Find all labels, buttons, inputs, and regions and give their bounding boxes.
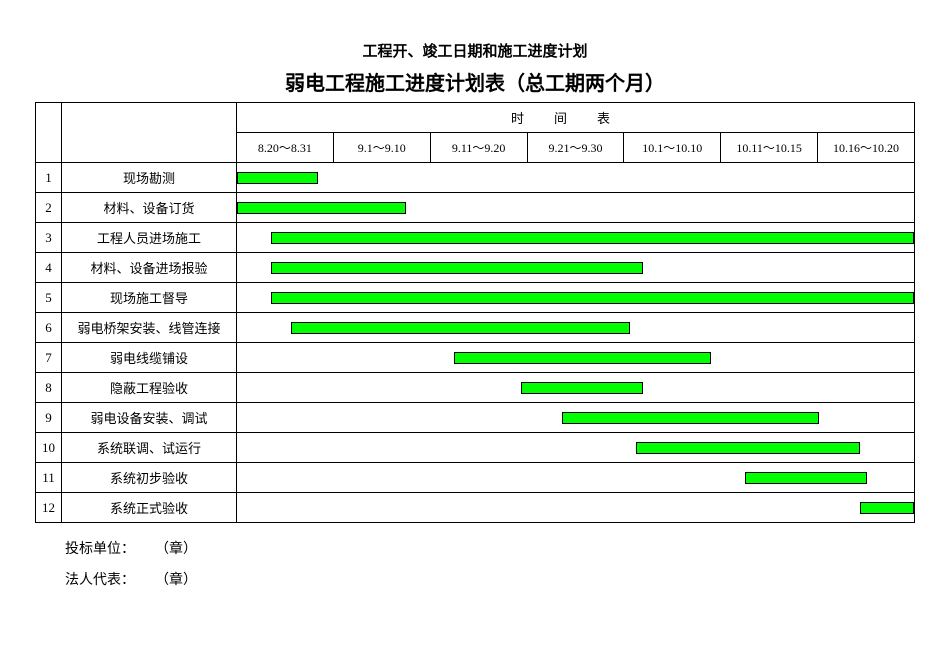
date-col-0: 8.20～8.31: [237, 133, 334, 163]
row-name: 弱电线缆铺设: [62, 343, 237, 373]
gantt-cell: [237, 223, 915, 253]
row-num: 11: [36, 463, 62, 493]
gantt-wrap: [237, 163, 914, 192]
row-num: 7: [36, 343, 62, 373]
table-row: 11系统初步验收: [36, 463, 915, 493]
row-name: 工程人员进场施工: [62, 223, 237, 253]
gantt-bar: [745, 472, 867, 484]
gantt-wrap: [237, 313, 914, 342]
table-row: 8隐蔽工程验收: [36, 373, 915, 403]
table-row: 3工程人员进场施工: [36, 223, 915, 253]
date-col-1: 9.1～9.10: [333, 133, 430, 163]
row-num: 8: [36, 373, 62, 403]
gantt-bar: [237, 172, 318, 184]
row-name: 材料、设备订货: [62, 193, 237, 223]
gantt-wrap: [237, 463, 914, 492]
table-row: 4材料、设备进场报验: [36, 253, 915, 283]
row-name: 现场施工督导: [62, 283, 237, 313]
table-row: 1现场勘测: [36, 163, 915, 193]
row-num: 4: [36, 253, 62, 283]
gantt-wrap: [237, 193, 914, 222]
row-num: 5: [36, 283, 62, 313]
gantt-bar: [562, 412, 819, 424]
row-num: 10: [36, 433, 62, 463]
gantt-wrap: [237, 373, 914, 402]
row-num: 12: [36, 493, 62, 523]
gantt-bar: [271, 262, 643, 274]
gantt-table: 时间表 8.20～8.31 9.1～9.10 9.11～9.20 9.21～9.…: [35, 102, 915, 523]
table-row: 10系统联调、试运行: [36, 433, 915, 463]
date-col-2: 9.11～9.20: [430, 133, 527, 163]
table-row: 6弱电桥架安装、线管连接: [36, 313, 915, 343]
gantt-bar: [271, 232, 914, 244]
gantt-bar: [454, 352, 711, 364]
bid-unit-label: 投标单位：: [65, 535, 135, 566]
gantt-wrap: [237, 223, 914, 252]
page-title-1: 工程开、竣工日期和施工进度计划: [35, 40, 915, 61]
row-num: 6: [36, 313, 62, 343]
gantt-cell: [237, 433, 915, 463]
gantt-cell: [237, 163, 915, 193]
gantt-cell: [237, 193, 915, 223]
legal-rep-label: 法人代表：: [65, 566, 135, 597]
page-title-2: 弱电工程施工进度计划表（总工期两个月）: [35, 67, 915, 96]
row-num: 1: [36, 163, 62, 193]
row-num: 2: [36, 193, 62, 223]
gantt-wrap: [237, 343, 914, 372]
gantt-cell: [237, 403, 915, 433]
gantt-bar: [860, 502, 914, 514]
header-timeline: 时间表: [237, 103, 915, 133]
table-row: 7弱电线缆铺设: [36, 343, 915, 373]
row-name: 系统初步验收: [62, 463, 237, 493]
gantt-cell: [237, 343, 915, 373]
gantt-wrap: [237, 253, 914, 282]
legal-rep-seal: （章）: [155, 566, 197, 597]
date-col-5: 10.11～10.15: [721, 133, 818, 163]
table-row: 5现场施工督导: [36, 283, 915, 313]
row-num: 9: [36, 403, 62, 433]
row-name: 系统联调、试运行: [62, 433, 237, 463]
gantt-wrap: [237, 403, 914, 432]
table-row: 12系统正式验收: [36, 493, 915, 523]
table-row: 2材料、设备订货: [36, 193, 915, 223]
gantt-bar: [291, 322, 630, 334]
date-col-6: 10.16～10.20: [818, 133, 915, 163]
row-name: 材料、设备进场报验: [62, 253, 237, 283]
date-col-3: 9.21～9.30: [527, 133, 624, 163]
gantt-cell: [237, 253, 915, 283]
row-num: 3: [36, 223, 62, 253]
gantt-wrap: [237, 493, 914, 522]
bid-unit-seal: （章）: [155, 535, 197, 566]
gantt-cell: [237, 283, 915, 313]
row-name: 隐蔽工程验收: [62, 373, 237, 403]
header-num: [36, 103, 62, 163]
table-row: 9弱电设备安装、调试: [36, 403, 915, 433]
gantt-bar: [521, 382, 643, 394]
gantt-cell: [237, 463, 915, 493]
gantt-cell: [237, 493, 915, 523]
gantt-wrap: [237, 433, 914, 462]
row-name: 弱电桥架安装、线管连接: [62, 313, 237, 343]
row-name: 现场勘测: [62, 163, 237, 193]
gantt-cell: [237, 373, 915, 403]
gantt-bar: [271, 292, 914, 304]
gantt-bar: [237, 202, 406, 214]
gantt-cell: [237, 313, 915, 343]
row-name: 系统正式验收: [62, 493, 237, 523]
header-name: [62, 103, 237, 163]
row-name: 弱电设备安装、调试: [62, 403, 237, 433]
date-col-4: 10.1～10.10: [624, 133, 721, 163]
footer: 投标单位： （章） 法人代表： （章）: [65, 535, 915, 597]
gantt-bar: [636, 442, 859, 454]
gantt-wrap: [237, 283, 914, 312]
